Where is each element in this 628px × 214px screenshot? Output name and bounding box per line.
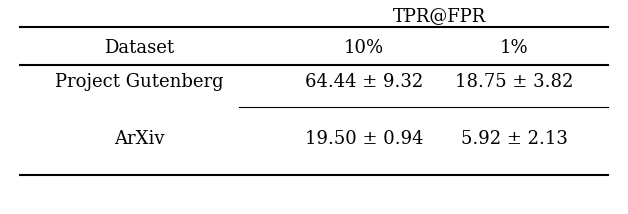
- Text: ArXiv: ArXiv: [114, 130, 164, 148]
- Text: 19.50 ± 0.94: 19.50 ± 0.94: [305, 130, 423, 148]
- Text: 1%: 1%: [500, 39, 528, 57]
- Text: 18.75 ± 3.82: 18.75 ± 3.82: [455, 73, 573, 91]
- Text: 10%: 10%: [344, 39, 384, 57]
- Text: Dataset: Dataset: [104, 39, 174, 57]
- Text: 5.92 ± 2.13: 5.92 ± 2.13: [460, 130, 568, 148]
- Text: Project Gutenberg: Project Gutenberg: [55, 73, 223, 91]
- Text: TPR@FPR: TPR@FPR: [392, 7, 485, 25]
- Text: 64.44 ± 9.32: 64.44 ± 9.32: [305, 73, 423, 91]
